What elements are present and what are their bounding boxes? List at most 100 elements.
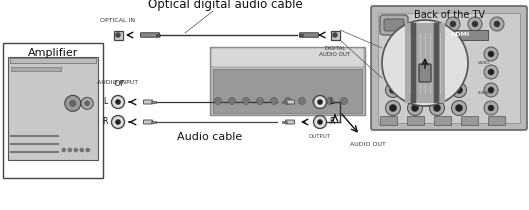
Circle shape (112, 96, 124, 109)
Circle shape (214, 97, 222, 105)
Circle shape (81, 97, 93, 109)
Bar (151, 101, 156, 103)
Circle shape (412, 105, 418, 112)
Circle shape (488, 51, 494, 57)
Circle shape (229, 97, 235, 105)
Circle shape (433, 105, 441, 112)
Text: HDMI: HDMI (450, 33, 470, 38)
Circle shape (389, 87, 397, 93)
Circle shape (451, 83, 467, 97)
FancyBboxPatch shape (433, 30, 488, 40)
FancyBboxPatch shape (213, 69, 362, 113)
FancyBboxPatch shape (11, 67, 60, 71)
Circle shape (317, 119, 323, 125)
Circle shape (115, 119, 121, 125)
Text: L: L (104, 97, 108, 106)
Circle shape (270, 97, 278, 105)
FancyBboxPatch shape (419, 64, 431, 82)
FancyBboxPatch shape (380, 15, 408, 35)
Circle shape (341, 97, 348, 105)
FancyBboxPatch shape (210, 47, 365, 115)
Circle shape (386, 46, 400, 62)
Text: R: R (329, 118, 334, 126)
FancyBboxPatch shape (286, 120, 295, 124)
Circle shape (488, 105, 494, 111)
Circle shape (446, 17, 460, 31)
Circle shape (490, 17, 504, 31)
Circle shape (389, 68, 397, 76)
Circle shape (484, 65, 498, 79)
Circle shape (433, 68, 441, 76)
Circle shape (333, 33, 338, 38)
FancyBboxPatch shape (433, 116, 451, 125)
Circle shape (412, 50, 418, 58)
FancyBboxPatch shape (411, 23, 416, 103)
Text: AUDIO INPUT: AUDIO INPUT (97, 80, 139, 85)
Circle shape (317, 100, 323, 104)
Text: Audio cable: Audio cable (177, 132, 243, 142)
Circle shape (115, 100, 121, 104)
Circle shape (407, 101, 423, 116)
Text: S-VIDEO: S-VIDEO (478, 91, 494, 95)
Circle shape (412, 87, 418, 93)
Circle shape (484, 101, 498, 115)
Circle shape (298, 97, 306, 105)
Circle shape (433, 87, 441, 93)
Text: Optical digital audio cable: Optical digital audio cable (148, 0, 303, 11)
Circle shape (65, 95, 81, 111)
Text: Back of the TV: Back of the TV (415, 10, 486, 20)
FancyBboxPatch shape (286, 100, 295, 104)
Circle shape (455, 50, 462, 58)
FancyBboxPatch shape (114, 30, 123, 39)
Text: L: L (329, 97, 333, 106)
Circle shape (386, 101, 400, 116)
FancyBboxPatch shape (384, 19, 404, 31)
FancyBboxPatch shape (143, 120, 152, 124)
Bar (151, 121, 156, 123)
Circle shape (488, 87, 494, 93)
FancyBboxPatch shape (371, 6, 527, 130)
Text: Amplifier: Amplifier (28, 48, 78, 58)
Circle shape (314, 96, 326, 109)
FancyBboxPatch shape (3, 43, 103, 178)
Circle shape (430, 46, 444, 62)
Circle shape (468, 17, 482, 31)
Text: OPTICAL IN: OPTICAL IN (101, 18, 135, 23)
Text: or: or (113, 78, 124, 88)
Bar (299, 34, 303, 36)
Circle shape (484, 83, 498, 97)
FancyBboxPatch shape (10, 58, 96, 63)
FancyBboxPatch shape (406, 116, 424, 125)
FancyBboxPatch shape (434, 23, 439, 103)
Circle shape (389, 50, 397, 58)
FancyBboxPatch shape (378, 13, 520, 123)
Circle shape (382, 20, 468, 106)
Circle shape (62, 148, 66, 152)
Circle shape (412, 68, 418, 76)
FancyBboxPatch shape (405, 23, 445, 103)
Circle shape (455, 87, 462, 93)
FancyBboxPatch shape (331, 30, 340, 39)
Circle shape (112, 116, 124, 129)
FancyBboxPatch shape (299, 33, 318, 37)
Circle shape (314, 116, 326, 129)
Circle shape (430, 83, 444, 97)
Circle shape (430, 64, 444, 80)
Circle shape (450, 21, 456, 27)
FancyBboxPatch shape (379, 116, 397, 125)
Circle shape (115, 33, 121, 38)
Text: DIGITAL
AUDIO OUT: DIGITAL AUDIO OUT (320, 46, 351, 57)
FancyBboxPatch shape (8, 57, 98, 160)
FancyBboxPatch shape (488, 116, 505, 125)
Bar (156, 34, 160, 36)
Circle shape (433, 50, 441, 58)
Bar (282, 101, 287, 103)
Text: AUDIO OUT: AUDIO OUT (350, 142, 386, 147)
Circle shape (430, 101, 444, 116)
Circle shape (451, 64, 467, 80)
Circle shape (389, 105, 397, 112)
Circle shape (451, 101, 467, 116)
FancyBboxPatch shape (461, 116, 478, 125)
Circle shape (455, 68, 462, 76)
Circle shape (407, 83, 423, 97)
